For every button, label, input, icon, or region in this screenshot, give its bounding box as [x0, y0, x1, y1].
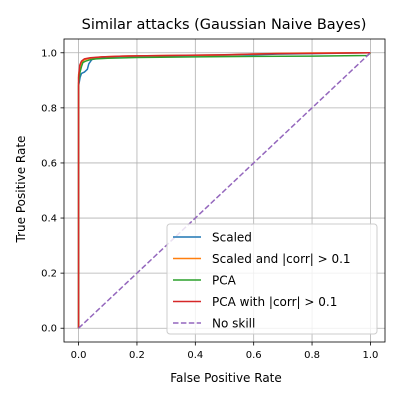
y-tick-label: 0.4 — [41, 214, 57, 225]
y-tick-label: 0.0 — [41, 324, 57, 335]
x-tick-label: 0.4 — [187, 350, 203, 361]
chart-title: Similar attacks (Gaussian Naive Bayes) — [82, 17, 367, 33]
x-axis-label: False Positive Rate — [170, 371, 282, 385]
legend-label: Scaled — [212, 231, 252, 245]
legend-label: Scaled and |corr| > 0.1 — [212, 252, 351, 266]
x-tick-label: 0.2 — [129, 350, 145, 361]
axes-frame — [63, 38, 386, 343]
plot-area — [77, 52, 371, 329]
legend-label: No skill — [212, 317, 255, 331]
x-tick-label: 0.0 — [71, 350, 87, 361]
x-tick-label: 0.6 — [246, 350, 262, 361]
legend-label: PCA — [212, 274, 237, 288]
y-axis-label: True Positive Rate — [14, 136, 28, 244]
y-tick-label: 0.2 — [41, 269, 57, 280]
y-tick-label: 0.6 — [41, 158, 57, 169]
x-tick-label: 0.8 — [304, 350, 320, 361]
legend-box — [166, 223, 378, 335]
legend: Scaled Scaled and |corr| > 0.1 PCA PCA with… — [166, 223, 378, 335]
series-line — [77, 52, 371, 329]
series-line — [78, 52, 371, 329]
y-tick-label: 1.0 — [41, 48, 57, 59]
y-tick-label: 0.8 — [41, 103, 57, 114]
x-tick-label: 1.0 — [362, 350, 378, 361]
legend-label: PCA with |corr| > 0.1 — [212, 295, 337, 309]
x-axis: 0.0 0.2 0.4 0.6 0.8 1.0 — [71, 342, 378, 361]
grid — [64, 39, 385, 342]
series-line — [77, 52, 371, 329]
y-axis: 0.0 0.2 0.4 0.6 0.8 1.0 — [41, 48, 64, 335]
